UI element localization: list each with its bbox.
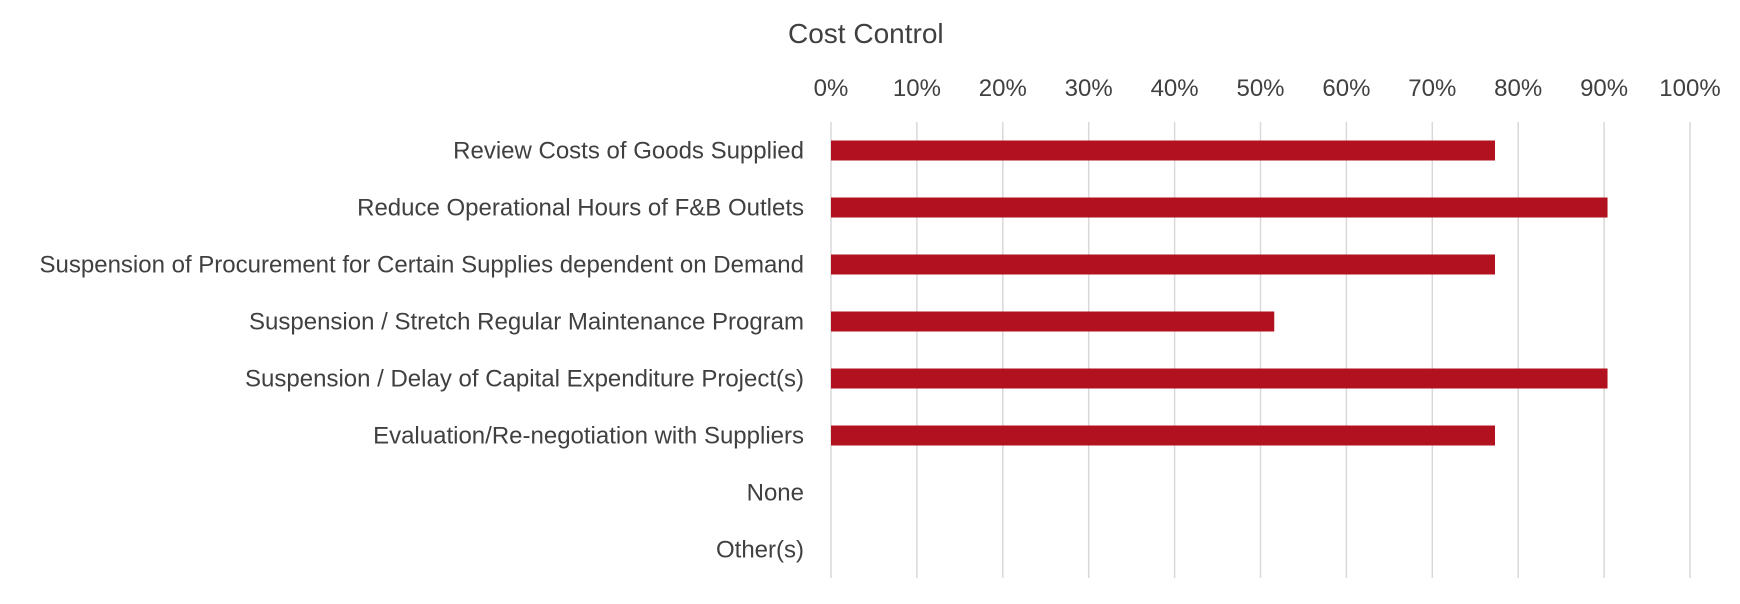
category-label: Other(s) [716, 537, 804, 564]
x-tick-label: 60% [1322, 75, 1370, 102]
category-label: Suspension / Stretch Regular Maintenance… [249, 309, 804, 336]
bar [831, 368, 1608, 389]
x-tick-label: 10% [893, 75, 941, 102]
x-tick-label: 70% [1408, 75, 1456, 102]
bar [831, 254, 1496, 275]
x-tick-label: 50% [1236, 75, 1284, 102]
x-tick-label: 80% [1494, 75, 1542, 102]
x-tick-label: 40% [1151, 75, 1199, 102]
x-tick-label: 30% [1065, 75, 1113, 102]
x-tick-label: 0% [814, 75, 849, 102]
category-label: Suspension of Procurement for Certain Su… [40, 252, 804, 279]
bar [831, 140, 1496, 161]
bar [831, 425, 1496, 446]
category-label: Review Costs of Goods Supplied [453, 138, 804, 165]
category-label: None [747, 480, 804, 507]
bar [831, 311, 1275, 332]
category-label: Reduce Operational Hours of F&B Outlets [357, 195, 804, 222]
category-label: Evaluation/Re-negotiation with Suppliers [373, 423, 804, 450]
bar [831, 197, 1608, 218]
chart-title: Cost Control [788, 18, 944, 49]
x-tick-label: 100% [1659, 75, 1720, 102]
x-tick-label: 90% [1580, 75, 1628, 102]
x-tick-label: 20% [979, 75, 1027, 102]
category-label: Suspension / Delay of Capital Expenditur… [245, 366, 804, 393]
